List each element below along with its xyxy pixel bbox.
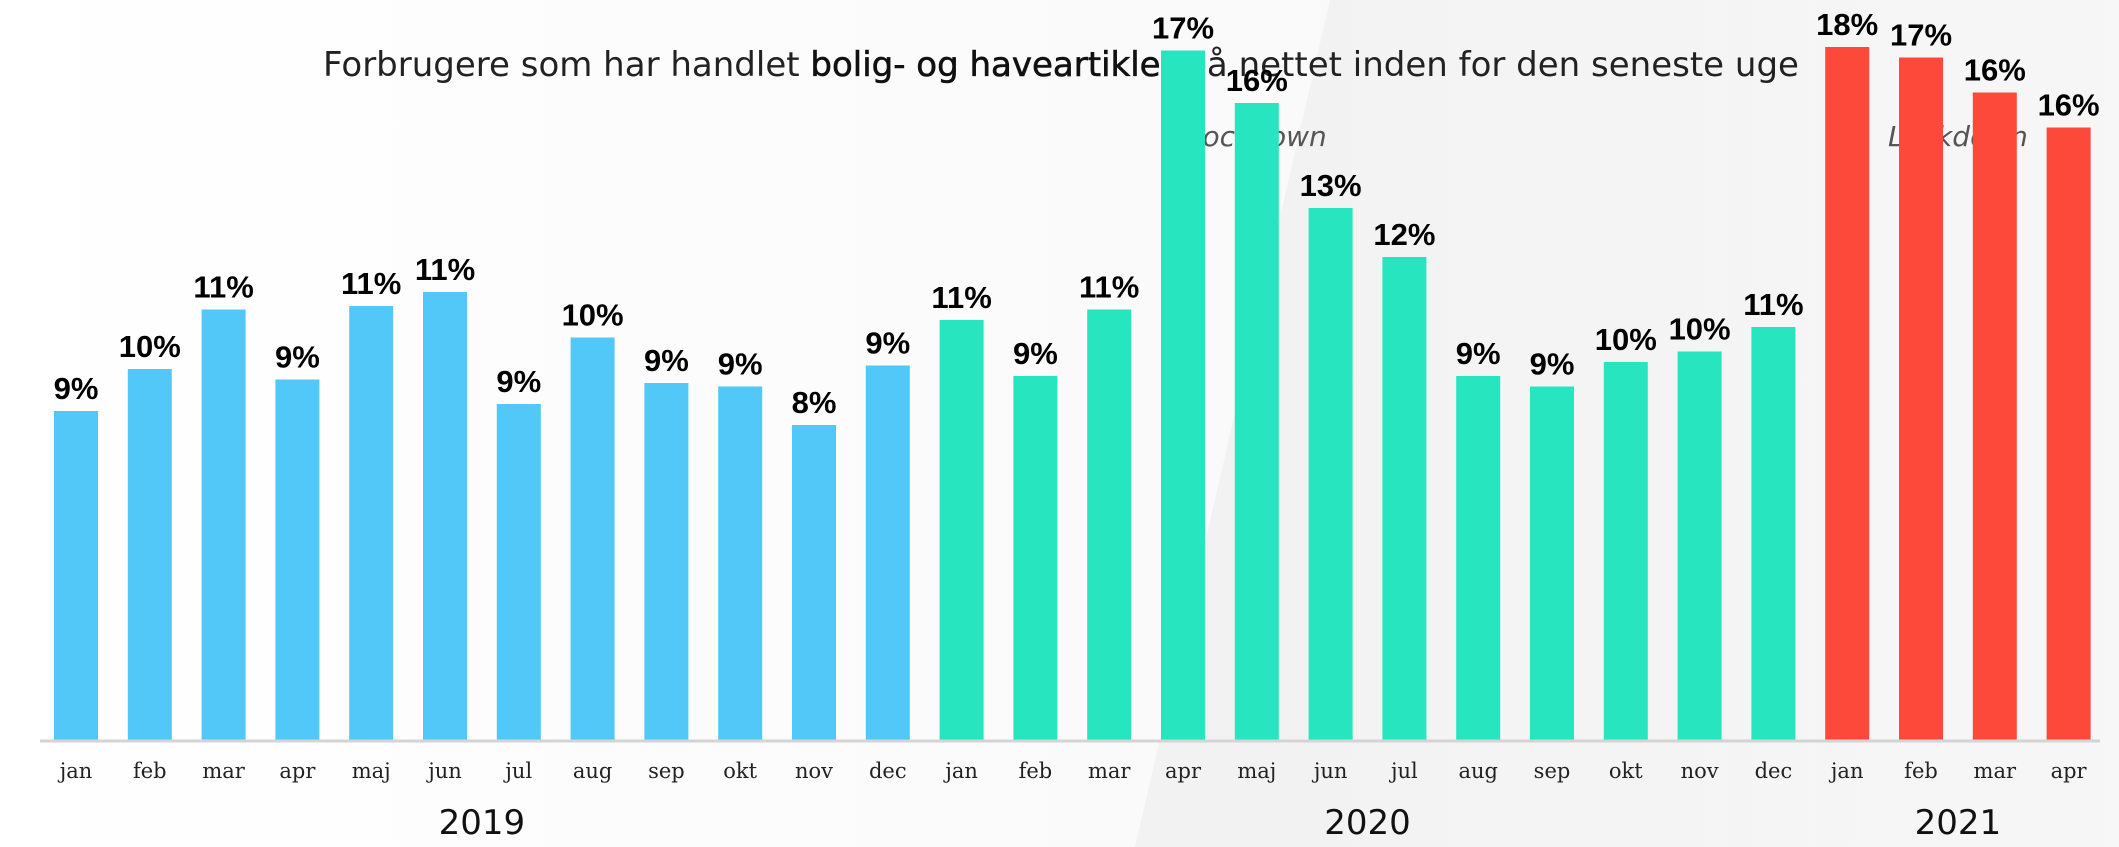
bar	[1013, 376, 1058, 740]
value-label: 11%	[1079, 270, 1139, 305]
x-tick-label: jul	[502, 759, 532, 783]
bar	[1603, 362, 1648, 740]
year-label: 2021	[1915, 803, 2002, 843]
bar	[718, 386, 763, 740]
x-tick-label: mar	[1974, 759, 2017, 783]
value-label: 10%	[1595, 322, 1657, 357]
x-tick-label: dec	[1755, 759, 1793, 783]
bar	[865, 365, 910, 740]
bar	[1677, 351, 1722, 740]
x-tick-label: aug	[573, 759, 613, 783]
x-tick-label: apr	[279, 759, 316, 783]
bar	[1825, 47, 1870, 740]
bar	[939, 320, 984, 740]
bar	[496, 404, 541, 740]
x-tick-label: apr	[1165, 759, 1202, 783]
value-label: 11%	[1743, 287, 1803, 322]
x-tick-label: mar	[202, 759, 245, 783]
bar	[201, 309, 246, 740]
x-tick-label: maj	[352, 759, 391, 783]
value-label: 11%	[341, 266, 401, 301]
bar	[423, 292, 467, 740]
bar	[54, 411, 98, 740]
value-label: 12%	[1373, 217, 1435, 252]
x-tick-label: feb	[133, 759, 167, 783]
value-label: 10%	[1669, 312, 1731, 347]
x-tick-label: aug	[1458, 759, 1498, 783]
value-label: 16%	[1964, 53, 2026, 88]
value-label: 17%	[1890, 18, 1952, 53]
value-label: 10%	[119, 329, 181, 364]
x-tick-label: feb	[1019, 759, 1053, 783]
year-label: 2020	[1324, 803, 1411, 843]
value-label: 9%	[865, 326, 910, 361]
bar	[792, 425, 836, 740]
x-tick-label: mar	[1088, 759, 1131, 783]
value-label: 9%	[1530, 347, 1575, 382]
chart-title-part: på nettet inden for den seneste uge	[1175, 45, 1799, 85]
value-label: 9%	[1456, 336, 1501, 371]
year-labels: 2019 2020 2021	[439, 803, 2002, 843]
chart-title-part: Forbrugere som har handlet	[323, 45, 810, 85]
x-tick-label: jan	[1828, 759, 1864, 783]
chart-title-bold-part: bolig- og haveartikler	[810, 45, 1174, 85]
x-tick-label: nov	[795, 759, 833, 783]
x-tick-label: okt	[1609, 759, 1643, 783]
x-tick-label: jul	[1388, 759, 1418, 783]
x-tick-label: feb	[1904, 759, 1938, 783]
x-tick-label: dec	[869, 759, 907, 783]
bar	[1087, 309, 1132, 740]
value-label: 11%	[931, 280, 991, 315]
value-label: 8%	[792, 385, 837, 420]
value-labels: 9% 10% 11% 9% 11% 11% 9% 10% 9% 9% 8% 9% 11% 9% 11% 17%…	[54, 7, 2100, 420]
x-tick-label: apr	[2051, 759, 2088, 783]
bar	[1530, 386, 1574, 740]
value-label: 16%	[1226, 63, 1288, 98]
x-tick-label: sep	[1534, 759, 1571, 783]
value-label: 11%	[193, 270, 253, 305]
value-label: 16%	[2038, 88, 2100, 123]
bar	[1161, 50, 1205, 740]
x-tick-label: jun	[1311, 759, 1348, 783]
x-tick-labels: jan feb mar apr maj jun jul aug sep okt nov dec jan f…	[57, 759, 2088, 783]
bar	[2046, 127, 2091, 740]
value-label: 9%	[54, 371, 99, 406]
value-label: 10%	[562, 298, 624, 333]
x-tick-label: nov	[1681, 759, 1719, 783]
value-label: 11%	[415, 252, 475, 287]
x-tick-label: okt	[723, 759, 757, 783]
value-label: 9%	[718, 347, 763, 382]
bar	[1899, 57, 1943, 740]
x-tick-label: sep	[648, 759, 685, 783]
year-label: 2019	[439, 803, 526, 843]
x-tick-label: jan	[942, 759, 978, 783]
value-label: 13%	[1300, 168, 1362, 203]
bars	[54, 47, 2091, 740]
bar	[644, 383, 689, 740]
value-label: 9%	[496, 364, 541, 399]
bar	[275, 379, 320, 740]
bar	[1308, 208, 1353, 740]
bar	[1751, 327, 1796, 740]
chart-title: Forbrugere som har handlet bolig- og hav…	[323, 45, 1799, 85]
value-label: 9%	[644, 343, 689, 378]
bar	[1234, 103, 1279, 740]
value-label: 18%	[1816, 7, 1878, 42]
value-label: 9%	[275, 340, 320, 375]
bar	[1972, 92, 2017, 740]
x-tick-label: maj	[1237, 759, 1276, 783]
value-label: 9%	[1013, 336, 1058, 371]
bar	[1382, 257, 1427, 740]
x-tick-label: jan	[57, 759, 93, 783]
x-tick-label: jun	[425, 759, 462, 783]
bar	[1456, 376, 1501, 740]
bar	[349, 306, 394, 740]
bar	[127, 369, 172, 740]
value-label: 17%	[1152, 11, 1214, 46]
bar	[570, 337, 615, 740]
